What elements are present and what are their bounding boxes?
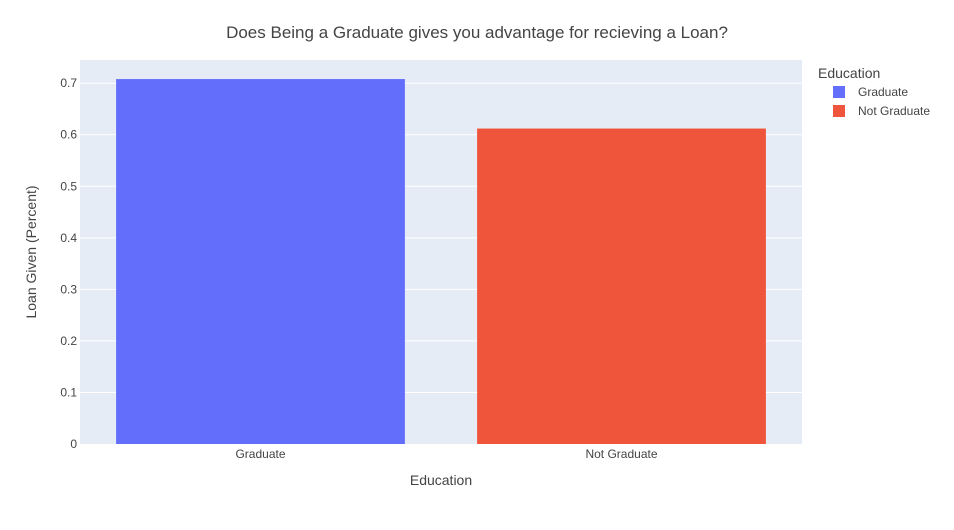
bar-graduate[interactable] [116, 79, 405, 444]
y-tick-label: 0 [70, 437, 77, 451]
legend-swatch[interactable] [833, 86, 845, 98]
x-axis-ticks: Graduate Not Graduate [235, 447, 657, 461]
x-tick-label: Graduate [235, 447, 285, 461]
y-tick-label: 0.6 [60, 128, 77, 142]
y-tick-label: 0.2 [60, 334, 77, 348]
x-axis-title: Education [410, 472, 472, 488]
legend-label[interactable]: Graduate [858, 85, 908, 99]
y-tick-label: 0.1 [60, 385, 77, 399]
chart-title: Does Being a Graduate gives you advantag… [226, 23, 728, 42]
bar-not-graduate[interactable] [477, 129, 766, 444]
legend-title: Education [818, 65, 880, 81]
legend: Education Graduate Not Graduate [818, 65, 930, 118]
x-tick-label: Not Graduate [585, 447, 657, 461]
legend-items: Graduate Not Graduate [833, 85, 930, 118]
y-tick-label: 0.4 [60, 231, 77, 245]
legend-swatch[interactable] [833, 105, 845, 117]
y-axis-title: Loan Given (Percent) [23, 185, 39, 318]
y-tick-label: 0.5 [60, 179, 77, 193]
y-axis-ticks: 0 0.1 0.2 0.3 0.4 0.5 0.6 0.7 [60, 76, 77, 451]
y-tick-label: 0.3 [60, 282, 77, 296]
y-tick-label: 0.7 [60, 76, 77, 90]
legend-label[interactable]: Not Graduate [858, 104, 930, 118]
